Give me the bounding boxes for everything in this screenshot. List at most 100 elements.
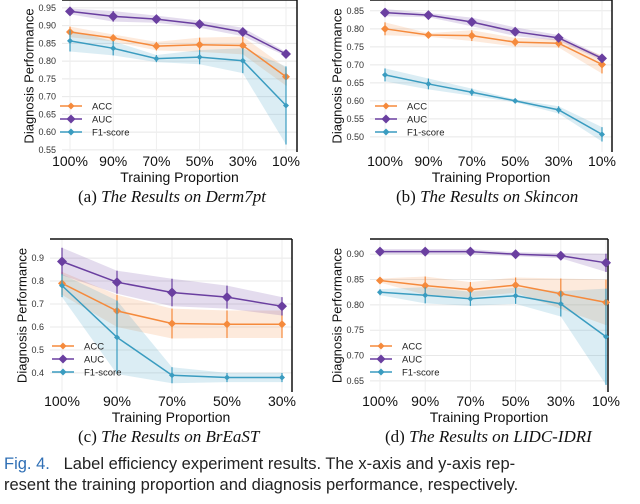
point-F1-score [557, 300, 564, 307]
y-tick-label: 0.85 [346, 275, 364, 285]
line-AUC [380, 250, 607, 264]
x-tick-label: 10% [592, 393, 620, 409]
point-AUC [112, 277, 122, 288]
point-F1-score [239, 57, 246, 64]
point-ACC [511, 38, 520, 47]
y-tick-label: 0.7 [31, 299, 44, 309]
caption-d: (d) The Results on LIDC-IDRI [385, 427, 592, 447]
figure-caption-line1: Label efficiency experiment results. The… [63, 455, 516, 473]
legend-marker [59, 342, 67, 350]
caption-text: The Results on Skincon [420, 187, 579, 206]
line-ACC [379, 279, 607, 304]
caption-tag: (c) [78, 427, 97, 446]
legend-marker [59, 368, 67, 376]
y-tick-label: 0.65 [38, 109, 56, 119]
point-F1-score [196, 54, 203, 61]
legend-label: AUC [84, 355, 104, 366]
legend-label: F1-score [402, 368, 439, 379]
y-tick-label: 0.70 [346, 351, 364, 361]
band-AUC [70, 8, 286, 57]
y-axis-label: Diagnosis Performance [14, 248, 29, 383]
point-ACC [152, 42, 161, 51]
figure-label: Fig. 4. [4, 455, 50, 473]
x-tick-label: 10% [588, 153, 616, 169]
point-F1-score [224, 374, 230, 381]
x-axis-label: Training Proportion [432, 169, 551, 185]
point-F1-score [512, 292, 519, 299]
y-tick-label: 0.55 [38, 145, 56, 155]
x-tick-label: 30% [268, 393, 296, 409]
point-F1-score [555, 106, 562, 113]
y-tick-label: 0.80 [346, 24, 364, 34]
legend-marker [381, 114, 391, 124]
y-tick-label: 0.75 [38, 74, 56, 84]
chart-3: 0.65 0.70 0.75 0.80 0.85 0.90 100% 90% 70% 50% 30%… [329, 238, 620, 425]
y-tick-label: 0.90 [38, 21, 56, 31]
x-tick-label: 90% [103, 393, 131, 409]
point-ACC [238, 41, 247, 50]
point-F1-score [425, 80, 432, 87]
legend-label: ACC [92, 102, 112, 113]
x-tick-label: 90% [414, 153, 442, 169]
point-ACC [467, 31, 476, 40]
point-F1-score [377, 289, 383, 296]
y-tick-label: 0.70 [346, 60, 364, 70]
y-tick-label: 0.4 [31, 368, 44, 378]
x-tick-label: 70% [142, 153, 170, 169]
line-F1-score [379, 291, 607, 338]
legend-marker [382, 102, 390, 110]
point-AUC [466, 16, 477, 27]
band-ACC [380, 276, 606, 326]
line-AUC [69, 10, 287, 55]
y-tick-label: 0.85 [38, 38, 56, 48]
y-tick-label: 0.65 [346, 376, 364, 386]
legend-label: F1-score [92, 128, 129, 139]
point-ACC [109, 34, 118, 42]
y-tick-label: 0.65 [346, 78, 364, 88]
point-F1-score [512, 97, 519, 104]
line-ACC [384, 28, 603, 66]
y-tick-label: 0.70 [38, 92, 56, 102]
point-F1-score [283, 102, 289, 109]
legend-marker [376, 354, 386, 364]
y-axis-label: Diagnosis Performance [329, 248, 344, 383]
y-axis-label: Diagnosis Performance [329, 8, 344, 143]
y-tick-label: 0.55 [346, 114, 364, 124]
legend-label: AUC [402, 355, 422, 366]
legend-marker [58, 354, 68, 364]
point-AUC [465, 246, 476, 257]
y-tick-label: 0.75 [346, 325, 364, 335]
point-F1-score [422, 292, 429, 299]
y-tick-label: 0.60 [38, 127, 56, 137]
point-AUC [281, 48, 291, 59]
x-axis-label: Training Proportion [120, 169, 239, 185]
chart-2: 0.4 0.5 0.6 0.7 0.8 0.9 100% 90% 70% 50% 30% Traini… [14, 238, 296, 425]
point-F1-score [169, 372, 175, 379]
y-tick-label: 0.5 [31, 345, 44, 355]
legend-marker [67, 128, 75, 136]
point-F1-score [603, 333, 609, 340]
legend-label: F1-score [84, 368, 121, 379]
y-tick-label: 0.6 [31, 322, 44, 332]
legend-marker [382, 128, 390, 136]
point-ACC [381, 24, 389, 33]
point-AUC [597, 53, 607, 64]
point-AUC [151, 14, 162, 25]
point-ACC [511, 281, 520, 290]
chart-1: 0.50 0.55 0.60 0.65 0.70 0.75 0.80 0.85 100% 90% 7… [329, 0, 616, 185]
line-F1-score [384, 74, 603, 136]
point-AUC [222, 292, 232, 303]
legend-label: ACC [84, 342, 104, 353]
y-tick-label: 0.50 [346, 132, 364, 142]
caption-text: The Results on LIDC-IDRI [409, 427, 592, 446]
y-tick-label: 0.85 [346, 6, 364, 16]
point-F1-score [599, 131, 605, 138]
chart-0: 0.55 0.60 0.65 0.70 0.75 0.80 0.85 0.90 0.95 100%… [21, 0, 300, 185]
point-F1-score [59, 282, 65, 289]
band-F1-score [380, 287, 606, 385]
point-AUC [167, 287, 177, 298]
x-tick-label: 10% [272, 153, 300, 169]
y-axis-label: Diagnosis Performance [21, 8, 36, 143]
legend-label: ACC [402, 342, 422, 353]
point-AUC [553, 32, 564, 43]
